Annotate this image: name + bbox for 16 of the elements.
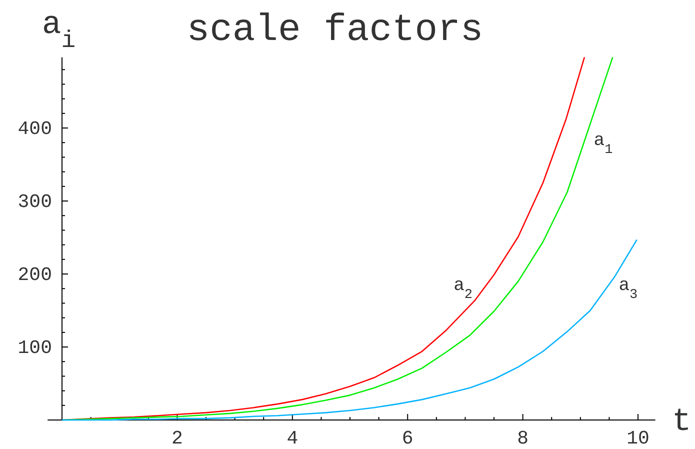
series-label: a$_{3}$ <box>618 276 638 303</box>
y-tick-label: 100 <box>18 337 52 360</box>
chart-title: scale factors <box>186 9 484 52</box>
y-axis-title: a$_{i}$ <box>42 6 76 54</box>
x-tick-label: 2 <box>172 427 183 449</box>
x-tick-label: 8 <box>517 427 529 449</box>
series-label: a$_{1}$ <box>594 131 613 158</box>
y-tick-label: 300 <box>18 191 52 214</box>
x-tick-label: 10 <box>626 427 650 449</box>
x-tick-label: 4 <box>286 427 298 449</box>
x-tick-label: 6 <box>402 427 414 449</box>
y-tick-label: 200 <box>18 264 52 286</box>
x-axis-title: t <box>672 403 692 440</box>
line-series <box>61 239 638 421</box>
y-tick-label: 400 <box>18 118 52 140</box>
series-label: a$_{2}$ <box>454 276 473 303</box>
